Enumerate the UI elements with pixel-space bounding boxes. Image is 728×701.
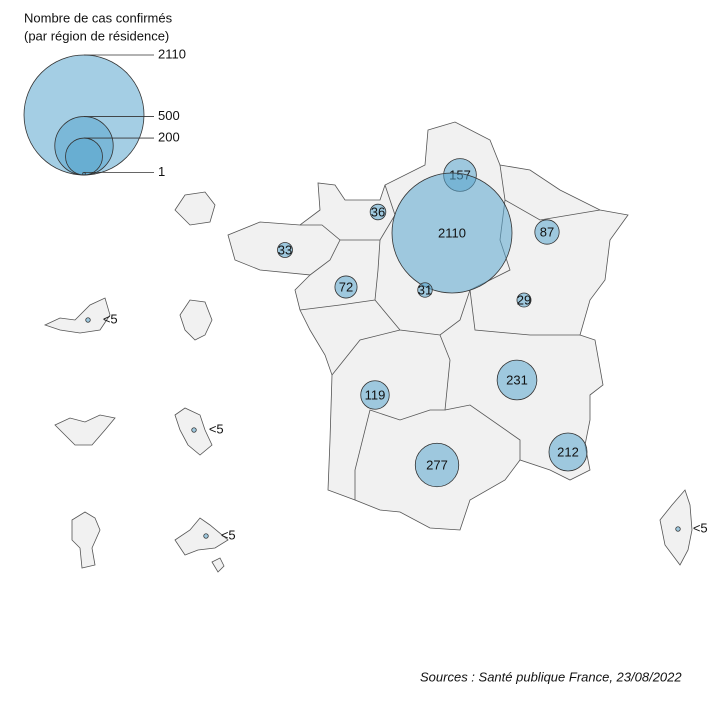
region-label: 36 bbox=[371, 204, 385, 219]
region-label: 29 bbox=[517, 292, 531, 307]
region-label: 212 bbox=[557, 444, 579, 459]
region-label: 87 bbox=[540, 224, 554, 239]
region-bubble bbox=[203, 533, 209, 539]
region-label: 119 bbox=[365, 387, 386, 402]
region-bubble bbox=[496, 359, 538, 401]
region-bubble bbox=[548, 432, 588, 472]
region-bubble bbox=[277, 242, 293, 258]
region-bubble bbox=[191, 427, 197, 433]
source: Sources : Santé publique France, 23/08/2… bbox=[420, 669, 682, 684]
region-label: 2110 bbox=[438, 225, 466, 240]
region-bubble bbox=[675, 526, 681, 532]
region-label: 231 bbox=[506, 372, 528, 387]
region-bubble bbox=[516, 292, 532, 308]
region-label: 33 bbox=[278, 242, 292, 257]
region-label: <5 bbox=[221, 527, 236, 542]
legend-label: 2110 bbox=[158, 46, 186, 61]
legend-subtitle: (par région de résidence) bbox=[24, 28, 169, 43]
region-bubble bbox=[391, 172, 513, 294]
region-bubble bbox=[417, 282, 433, 298]
region-label: 72 bbox=[339, 279, 353, 294]
region-label: 31 bbox=[418, 282, 432, 297]
legend-circle bbox=[65, 137, 103, 176]
region-bubble bbox=[85, 317, 91, 323]
legend-label: 1 bbox=[158, 164, 165, 179]
legend-label: 500 bbox=[158, 108, 180, 123]
region-label: 277 bbox=[426, 457, 448, 472]
region-bubble bbox=[360, 380, 390, 410]
region-bubble bbox=[369, 203, 387, 221]
land bbox=[43, 121, 693, 573]
legend-label: 200 bbox=[158, 129, 180, 144]
region-label: <5 bbox=[209, 421, 224, 436]
region-label: <5 bbox=[103, 311, 118, 326]
region-bubble bbox=[414, 442, 460, 488]
region-bubble bbox=[334, 275, 358, 299]
legend-title: Nombre de cas confirmés bbox=[24, 10, 173, 25]
region-bubble bbox=[534, 219, 560, 245]
region-label: <5 bbox=[693, 520, 708, 535]
